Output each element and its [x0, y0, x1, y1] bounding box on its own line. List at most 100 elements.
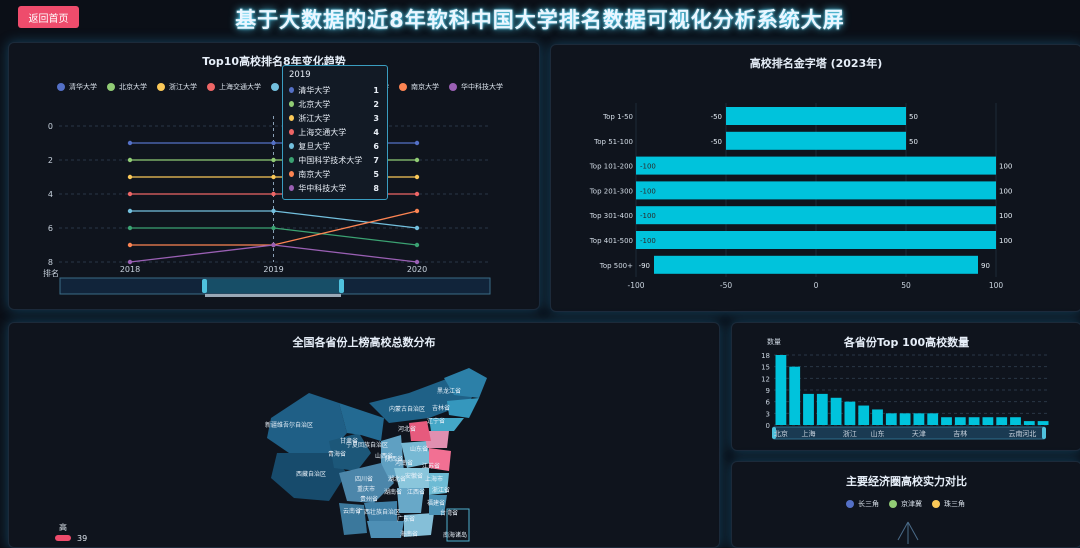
province-label: 陕西省 — [385, 455, 403, 463]
series-point — [271, 242, 276, 248]
province-label: 甘肃省 — [340, 437, 358, 445]
legend-dot-icon — [399, 83, 407, 91]
series-point — [271, 140, 276, 146]
x-tick-label: -50 — [720, 281, 732, 290]
province-bar — [899, 413, 911, 425]
province-jilin — [447, 398, 479, 418]
y-tick-label: 12 — [761, 375, 770, 383]
trend-legend-item[interactable]: 浙江大学 — [157, 82, 197, 92]
province-qinghai — [329, 433, 371, 471]
tooltip-series-value: 5 — [373, 169, 379, 179]
datazoom-move-bar — [205, 294, 341, 297]
province-bar — [954, 417, 966, 425]
province-label: 黑龙江省 — [437, 387, 461, 395]
economic-legend-item[interactable]: 珠三角 — [932, 499, 965, 509]
tooltip-row: 中国科学技术大学 7 — [289, 153, 379, 167]
y-tick-label: 0 — [766, 422, 770, 430]
series-point — [127, 242, 133, 248]
pyramid-bar — [654, 255, 978, 274]
province-label: 重庆市 — [357, 485, 375, 493]
province-bar — [1010, 417, 1021, 425]
province-label: 安徽省 — [405, 472, 423, 480]
province-shandong — [424, 431, 449, 448]
economic-legend-item[interactable]: 长三角 — [846, 499, 879, 509]
pyramid-chart: -100 -50 0 50 100 Top 1-50 -50 50 Top 51-100 -50 5… — [589, 103, 1012, 290]
tooltip-dot-icon — [289, 171, 295, 177]
trend-legend-item[interactable]: 上海交通大学 — [207, 82, 261, 92]
bar-right-label: 100 — [999, 212, 1012, 220]
trend-legend-item[interactable]: 华中科技大学 — [449, 82, 503, 92]
category-label: Top 401-500 — [589, 237, 633, 245]
tooltip-series-value: 1 — [373, 85, 379, 95]
economic-legend-item[interactable]: 京津冀 — [889, 499, 922, 509]
province-bar — [1023, 421, 1035, 425]
province-bar — [858, 405, 870, 425]
province-hunan — [397, 488, 424, 513]
trend-legend-item[interactable]: 南京大学 — [399, 82, 439, 92]
series-point — [127, 191, 133, 197]
province-bar-panel: 各省份Top 100高校数量 数量 0 3 6 9 12 15 18 北京 上海 浙江 山东 天津 吉林 云… — [731, 322, 1080, 451]
pyramid-bar — [636, 156, 996, 175]
tooltip-series-name: 中国科学技术大学 — [298, 155, 363, 165]
province-label: 江西省 — [407, 488, 425, 496]
province-label: 宁夏回族自治区 — [346, 441, 388, 449]
trend-panel: Top10高校排名8年变化趋势 清华大学 北京大学浙江大学上海交通大学复旦大学中国… — [8, 42, 540, 310]
province-bar — [885, 413, 897, 425]
legend-label: 清华大学 — [69, 83, 97, 91]
province-label: 广西壮族自治区 — [358, 508, 400, 516]
series-point — [127, 157, 133, 163]
series-point — [414, 140, 420, 146]
province-label: 山西省 — [375, 452, 393, 460]
tooltip-dot-icon — [289, 129, 295, 135]
tooltip-row: 复旦大学 6 — [289, 139, 379, 153]
province-label: 福建省 — [427, 499, 445, 507]
tooltip-series-name: 南京大学 — [298, 169, 331, 179]
province-label: 湖北省 — [388, 475, 406, 483]
category-label: Top 201-300 — [589, 187, 633, 195]
province-label: 贵州省 — [360, 495, 378, 503]
pyramid-bar — [636, 181, 996, 200]
y-tick-label: 0 — [48, 122, 53, 131]
legend-dot-icon — [932, 500, 940, 508]
province-bar — [803, 393, 814, 425]
back-home-button[interactable]: 返回首页 — [18, 6, 79, 28]
province-beijing-hebei — [409, 421, 431, 441]
province-liaoning — [429, 418, 464, 431]
bar-right-label: 100 — [999, 187, 1012, 195]
province-label: 辽宁省 — [427, 417, 445, 425]
trend-legend-item[interactable]: 北京大学 — [107, 82, 147, 92]
tooltip-series-value: 4 — [373, 127, 379, 137]
series-point — [127, 259, 133, 265]
province-bar-chart: 数量 0 3 6 9 12 15 18 北京 上海 浙江 山东 天津 吉林 云南 河北 — [761, 337, 1050, 440]
province-label: 南海诸岛 — [443, 531, 467, 539]
datazoom-handle — [202, 279, 207, 293]
map-panel: 全国各省份上榜高校总数分布 内蒙古自治区 黑龙江省 吉林省 辽宁 — [8, 322, 720, 548]
tooltip-row: 浙江大学 3 — [289, 111, 379, 125]
series-point — [127, 225, 133, 231]
province-bar — [996, 417, 1008, 425]
y-tick-label: 9 — [766, 387, 770, 395]
trend-panel-title: Top10高校排名8年变化趋势 — [202, 55, 346, 68]
tooltip-series-name: 复旦大学 — [298, 141, 331, 151]
series-point — [414, 225, 420, 231]
tooltip-series-name: 华中科技大学 — [298, 183, 347, 193]
province-label: 浙江省 — [432, 486, 450, 494]
map-regions — [267, 368, 487, 538]
province-label: 内蒙古自治区 — [389, 405, 425, 413]
trend-legend-item[interactable]: 清华大学 — [57, 82, 97, 92]
province-zhejiang — [429, 473, 449, 495]
province-gansu — [339, 403, 384, 441]
x-tick-label: 上海 — [802, 429, 816, 438]
series-point — [414, 191, 420, 197]
category-label: Top 51-100 — [593, 138, 633, 146]
tooltip-series-name: 清华大学 — [298, 85, 331, 95]
series-point — [414, 174, 420, 180]
header: 返回首页 基于大数据的近8年软科中国大学排名数据可视化分析系统大屏 — [0, 0, 1080, 38]
province-henan — [401, 441, 431, 468]
province-bar — [941, 417, 952, 425]
province-bar — [830, 397, 842, 425]
province-label: 四川省 — [355, 475, 373, 483]
x-tick-label: 2018 — [120, 265, 140, 274]
bar-left-label: -50 — [711, 113, 722, 121]
